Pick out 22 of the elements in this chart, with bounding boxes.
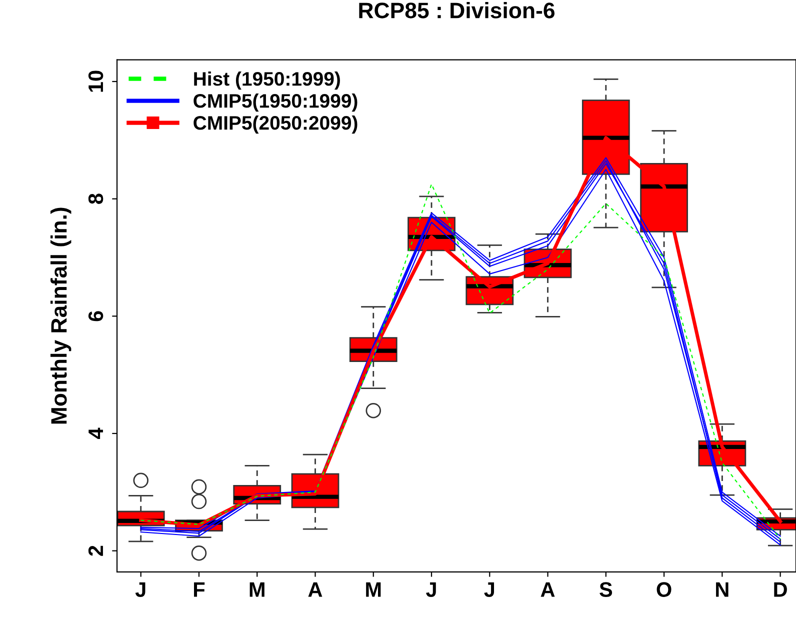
y-tick-label: 4 [88, 428, 103, 439]
x-tick-label: D [774, 582, 787, 597]
chart-title: RCP85 : Division-6 [359, 2, 554, 18]
legend-label: Hist (1950:1999) [194, 71, 340, 90]
x-tick-label: F [194, 582, 205, 597]
x-tick-label: A [540, 582, 555, 597]
x-tick-label: M [250, 582, 264, 597]
x-tick-label: A [308, 582, 322, 597]
x-tick-label: J [426, 582, 436, 597]
y-tick-label: 2 [88, 546, 103, 556]
x-tick-label: M [366, 582, 381, 597]
x-tick-label: O [656, 582, 672, 597]
y-tick-label: 10 [88, 70, 104, 92]
x-tick-label: N [716, 582, 728, 597]
x-tick-label: J [135, 582, 146, 597]
legend-label: CMIP5(2050:2099) [194, 116, 358, 134]
y-axis-title: Monthly Rainfall (in.) [50, 208, 72, 424]
legend-label: CMIP5(1950:1999) [194, 93, 358, 112]
x-tick-label: S [600, 582, 612, 597]
y-tick-label: 8 [88, 194, 104, 204]
y-tick-label: 6 [88, 311, 104, 322]
x-tick-label: J [484, 582, 494, 597]
